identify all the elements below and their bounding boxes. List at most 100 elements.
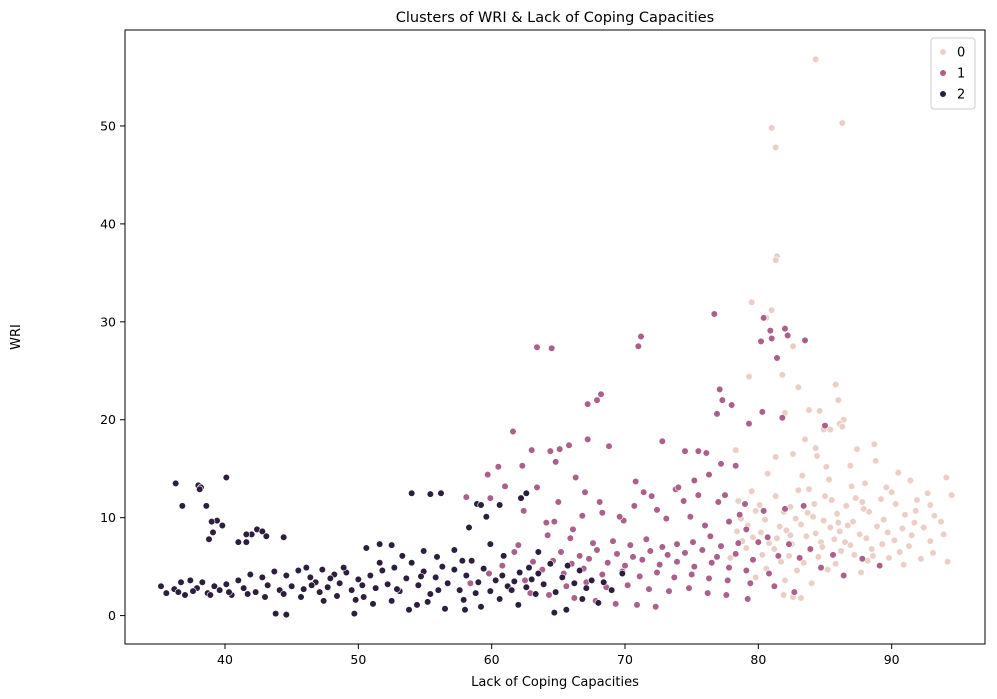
data-point-cluster-0 bbox=[777, 558, 785, 566]
data-point-cluster-1 bbox=[630, 502, 638, 510]
data-point-cluster-0 bbox=[830, 535, 838, 543]
data-point-cluster-2 bbox=[222, 580, 230, 588]
data-point-cluster-0 bbox=[745, 373, 753, 381]
data-point-cluster-1 bbox=[764, 533, 772, 541]
data-point-cluster-1 bbox=[713, 553, 721, 561]
data-point-cluster-1 bbox=[569, 525, 577, 534]
data-point-cluster-1 bbox=[689, 538, 697, 546]
data-point-cluster-2 bbox=[460, 596, 468, 604]
data-point-cluster-2 bbox=[496, 501, 504, 509]
data-point-cluster-0 bbox=[772, 256, 780, 264]
y-axis: 0 10 20 30 40 50 bbox=[100, 118, 125, 623]
data-point-cluster-1 bbox=[778, 414, 786, 422]
data-point-cluster-2 bbox=[282, 611, 290, 619]
data-point-cluster-1 bbox=[688, 570, 696, 579]
data-point-cluster-1 bbox=[704, 589, 712, 597]
data-point-cluster-1 bbox=[624, 581, 632, 589]
data-point-cluster-2 bbox=[550, 609, 558, 617]
data-point-cluster-0 bbox=[892, 500, 900, 508]
data-point-cluster-1 bbox=[521, 576, 529, 584]
data-point-cluster-0 bbox=[853, 445, 861, 453]
data-point-cluster-1 bbox=[658, 437, 666, 445]
data-point-cluster-1 bbox=[742, 525, 750, 534]
data-point-cluster-1 bbox=[690, 563, 698, 571]
data-point-cluster-0 bbox=[756, 501, 764, 509]
data-point-cluster-0 bbox=[757, 528, 765, 536]
data-point-cluster-0 bbox=[805, 485, 813, 493]
data-point-cluster-1 bbox=[609, 537, 617, 545]
data-point-cluster-1 bbox=[757, 337, 765, 346]
data-point-cluster-1 bbox=[673, 540, 681, 548]
data-point-cluster-2 bbox=[242, 538, 250, 546]
data-point-cluster-2 bbox=[474, 578, 482, 586]
data-point-cluster-0 bbox=[816, 407, 824, 415]
data-point-cluster-0 bbox=[910, 518, 918, 527]
data-point-cluster-2 bbox=[202, 502, 210, 510]
data-point-cluster-2 bbox=[358, 581, 366, 589]
data-point-cluster-1 bbox=[634, 342, 642, 350]
data-point-cluster-1 bbox=[681, 549, 689, 557]
data-point-cluster-0 bbox=[850, 551, 858, 559]
data-point-cluster-2 bbox=[384, 580, 392, 588]
data-point-cluster-2 bbox=[558, 573, 566, 582]
data-point-cluster-1 bbox=[746, 579, 754, 587]
data-point-cluster-2 bbox=[181, 591, 189, 599]
data-point-cluster-2 bbox=[532, 590, 540, 598]
data-point-cluster-0 bbox=[894, 469, 902, 477]
data-point-cluster-0 bbox=[924, 489, 932, 497]
data-point-cluster-2 bbox=[594, 599, 602, 607]
data-point-cluster-0 bbox=[870, 440, 878, 448]
data-point-cluster-1 bbox=[648, 492, 656, 500]
legend-box bbox=[930, 37, 976, 110]
data-point-cluster-1 bbox=[705, 574, 713, 582]
data-point-cluster-1 bbox=[821, 422, 829, 430]
data-point-cluster-2 bbox=[522, 583, 530, 591]
legend-marker bbox=[939, 90, 947, 98]
data-point-cluster-1 bbox=[637, 332, 645, 341]
data-point-cluster-1 bbox=[876, 562, 884, 570]
x-tick-label: 50 bbox=[350, 652, 366, 667]
data-point-cluster-2 bbox=[270, 567, 278, 576]
data-point-cluster-0 bbox=[900, 561, 908, 569]
data-point-cluster-0 bbox=[834, 396, 842, 404]
data-point-cluster-2 bbox=[208, 517, 216, 526]
data-point-cluster-1 bbox=[754, 538, 762, 546]
data-point-cluster-1 bbox=[765, 569, 773, 578]
data-point-cluster-0 bbox=[813, 452, 821, 460]
data-point-cluster-2 bbox=[528, 575, 536, 583]
data-point-cluster-1 bbox=[616, 513, 624, 521]
data-point-cluster-0 bbox=[812, 444, 820, 452]
data-point-cluster-0 bbox=[885, 554, 893, 562]
data-point-cluster-2 bbox=[198, 578, 206, 586]
data-point-cluster-2 bbox=[206, 591, 214, 599]
data-point-cluster-1 bbox=[578, 512, 586, 520]
data-point-cluster-2 bbox=[242, 530, 250, 538]
data-point-cluster-2 bbox=[300, 585, 308, 593]
data-point-cluster-1 bbox=[736, 511, 744, 519]
data-point-cluster-2 bbox=[318, 565, 326, 574]
data-point-cluster-1 bbox=[790, 588, 798, 596]
data-point-cluster-0 bbox=[926, 501, 934, 509]
data-point-cluster-0 bbox=[726, 554, 734, 562]
data-point-cluster-2 bbox=[352, 596, 360, 604]
data-point-cluster-1 bbox=[529, 558, 537, 566]
data-point-cluster-0 bbox=[761, 516, 769, 524]
data-point-cluster-2 bbox=[576, 566, 584, 575]
data-point-cluster-2 bbox=[508, 586, 516, 594]
data-point-cluster-1 bbox=[466, 579, 474, 587]
data-point-cluster-0 bbox=[861, 479, 869, 488]
data-point-cluster-2 bbox=[588, 576, 596, 584]
data-point-cluster-0 bbox=[826, 523, 834, 532]
data-point-cluster-0 bbox=[772, 453, 780, 461]
data-point-cluster-2 bbox=[413, 601, 421, 609]
data-point-cluster-0 bbox=[824, 565, 832, 574]
data-point-cluster-0 bbox=[822, 463, 830, 471]
data-point-cluster-1 bbox=[706, 532, 714, 540]
data-point-cluster-2 bbox=[354, 575, 362, 583]
data-point-cluster-1 bbox=[621, 562, 629, 570]
data-point-cluster-0 bbox=[764, 470, 772, 478]
data-point-cluster-1 bbox=[686, 513, 694, 521]
data-point-cluster-1 bbox=[694, 491, 702, 499]
data-point-cluster-0 bbox=[825, 475, 833, 484]
data-point-cluster-1 bbox=[596, 498, 604, 506]
